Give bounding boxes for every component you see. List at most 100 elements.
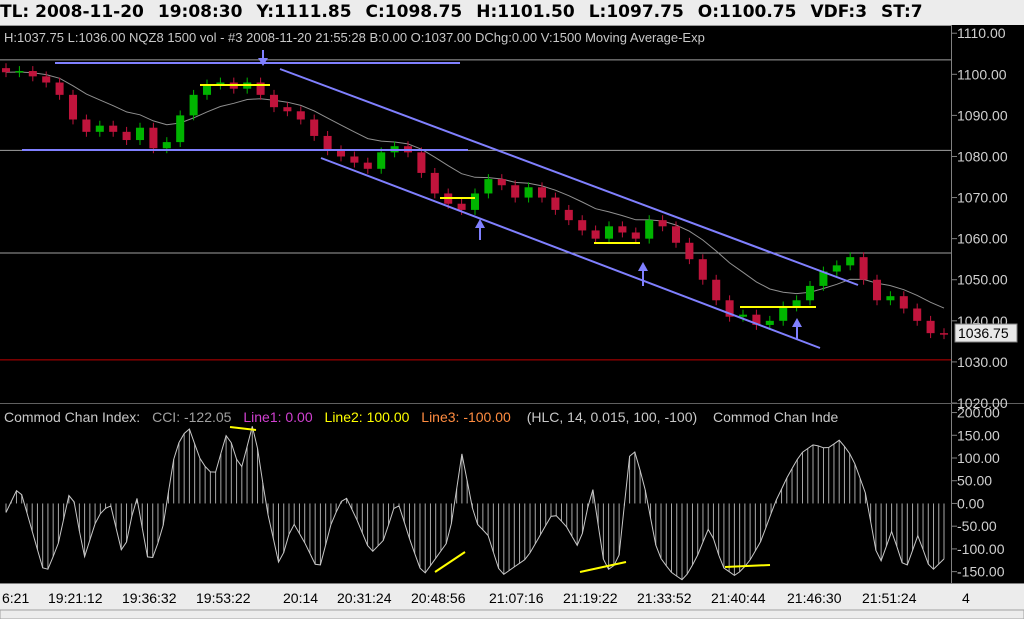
- candle-body: [256, 82, 265, 95]
- cci-value-label: CCI: -122.05: [152, 409, 232, 425]
- candle-body: [497, 179, 506, 186]
- cci-header: Commod Chan Index: CCI: -122.05 Line1: 0…: [4, 409, 839, 425]
- candle-body: [886, 296, 895, 301]
- trendlines: [22, 62, 859, 349]
- candle-body: [899, 296, 908, 309]
- support-marks: [200, 84, 816, 308]
- time-axis-label: 6:21: [2, 590, 29, 606]
- time-axis-label: 21:07:16: [489, 590, 544, 606]
- arrow-up-icon: [475, 219, 485, 240]
- time-axis-label: 21:51:24: [862, 590, 917, 606]
- candle-body: [819, 271, 828, 286]
- candle-body: [55, 82, 64, 95]
- candle-body: [805, 285, 815, 301]
- header-item-5: H:1101.50: [476, 2, 575, 22]
- price-y-axis: 1110.00 1100.00 1090.00 1080.00 1070.00 1060.…: [952, 25, 1008, 411]
- candle-body: [42, 76, 51, 83]
- arrow-marks: [258, 50, 802, 340]
- candle-body: [176, 115, 185, 143]
- price-tick-label: 1050.00: [957, 272, 1008, 288]
- cci-tick-label: -50.00: [957, 518, 997, 534]
- candle-body: [269, 94, 279, 108]
- cci-tick-label: -150.00: [957, 564, 1005, 580]
- time-axis-bg: [0, 584, 1024, 610]
- candle-body: [202, 84, 212, 95]
- price-tick-label: 1020.00: [957, 395, 1008, 411]
- candle-body: [671, 226, 681, 243]
- candle-body: [122, 131, 131, 141]
- channel-lower-line[interactable]: [320, 157, 821, 349]
- candle-body: [913, 308, 922, 321]
- candle-body: [738, 314, 748, 317]
- candle-body: [68, 94, 78, 120]
- time-axis-label: 20:48:56: [411, 590, 466, 606]
- candles-group: [1, 63, 949, 340]
- time-axis-label: 21:19:22: [563, 590, 618, 606]
- candle-body: [685, 242, 694, 260]
- cci-histogram: [5, 426, 945, 580]
- time-axis-label: 20:14: [283, 590, 318, 606]
- cci-divergence-marks: [229, 426, 771, 573]
- candle-body: [712, 279, 721, 301]
- cci-y-axis: 200.00 150.00 100.00 50.00 0.00 -50.00 -100.00…: [952, 405, 1005, 580]
- candle-body: [524, 187, 533, 198]
- header-item-2: 19:08:30: [157, 2, 243, 22]
- cci-mark-3[interactable]: [579, 561, 627, 573]
- cci-mark-4[interactable]: [724, 564, 771, 568]
- cci-params-label: (HLC, 14, 0.015, 100, -100): [527, 409, 697, 425]
- price-tick-label: 1070.00: [957, 190, 1008, 206]
- candle-body: [189, 94, 198, 116]
- candle-body: [752, 314, 761, 325]
- ema-line: [5, 71, 945, 309]
- candle-body: [564, 209, 573, 221]
- candle-body: [296, 111, 305, 120]
- cci-tick-label: 50.00: [957, 473, 992, 489]
- horizontal-scrollbar[interactable]: [0, 609, 1024, 619]
- header-item-7: O:1100.75: [697, 2, 797, 22]
- candle-body: [765, 320, 774, 325]
- time-axis-label: 19:21:12: [48, 590, 103, 606]
- candle-body: [336, 150, 346, 157]
- cci-line2-label: Line2: 100.00: [325, 409, 410, 425]
- arrow-up-icon: [792, 318, 802, 340]
- cci-tick-label: 150.00: [957, 427, 1000, 443]
- candle-body: [591, 230, 600, 239]
- candle-body: [792, 300, 801, 307]
- candle-body: [363, 162, 372, 169]
- time-axis-label: 20:31:24: [337, 590, 392, 606]
- cci-tick-label: 0.00: [957, 495, 984, 511]
- candle-body: [377, 152, 386, 169]
- price-tick-label: 1080.00: [957, 148, 1008, 164]
- price-tick-label: 1060.00: [957, 231, 1008, 247]
- candle-body: [430, 172, 439, 194]
- candle-body: [135, 127, 145, 141]
- cci-mark-1[interactable]: [229, 426, 257, 431]
- candle-body: [470, 193, 480, 210]
- time-axis-label: 21:40:44: [711, 590, 766, 606]
- candle-body: [484, 179, 493, 194]
- channel-upper-line[interactable]: [279, 68, 859, 286]
- time-axis-label: 19:53:22: [196, 590, 251, 606]
- cci-tick-label: -100.00: [957, 541, 1005, 557]
- candle-body: [926, 320, 935, 334]
- cci-panel-label: Commod Chan Index:: [4, 409, 140, 425]
- candle-body: [149, 127, 158, 149]
- time-axis-label: 21:33:52: [637, 590, 692, 606]
- price-tick-label: 1110.00: [957, 25, 1006, 41]
- candle-body: [658, 220, 667, 227]
- candle-body: [859, 257, 868, 280]
- candle-body: [631, 232, 640, 239]
- arrow-up-icon: [638, 262, 648, 286]
- candle-body: [350, 156, 359, 163]
- candle-body: [872, 279, 882, 301]
- header-item-1: TL: 2008-11-20: [0, 2, 144, 22]
- cci-line3-label: Line3: -100.00: [421, 409, 511, 425]
- cci-mark-2[interactable]: [434, 551, 466, 573]
- last-price-tag: 1036.75: [958, 325, 1009, 341]
- last-price-tag-bg: [954, 323, 1018, 343]
- candle-body: [551, 197, 560, 210]
- time-axis-label: 21:46:30: [787, 590, 842, 606]
- candle-body: [846, 257, 855, 266]
